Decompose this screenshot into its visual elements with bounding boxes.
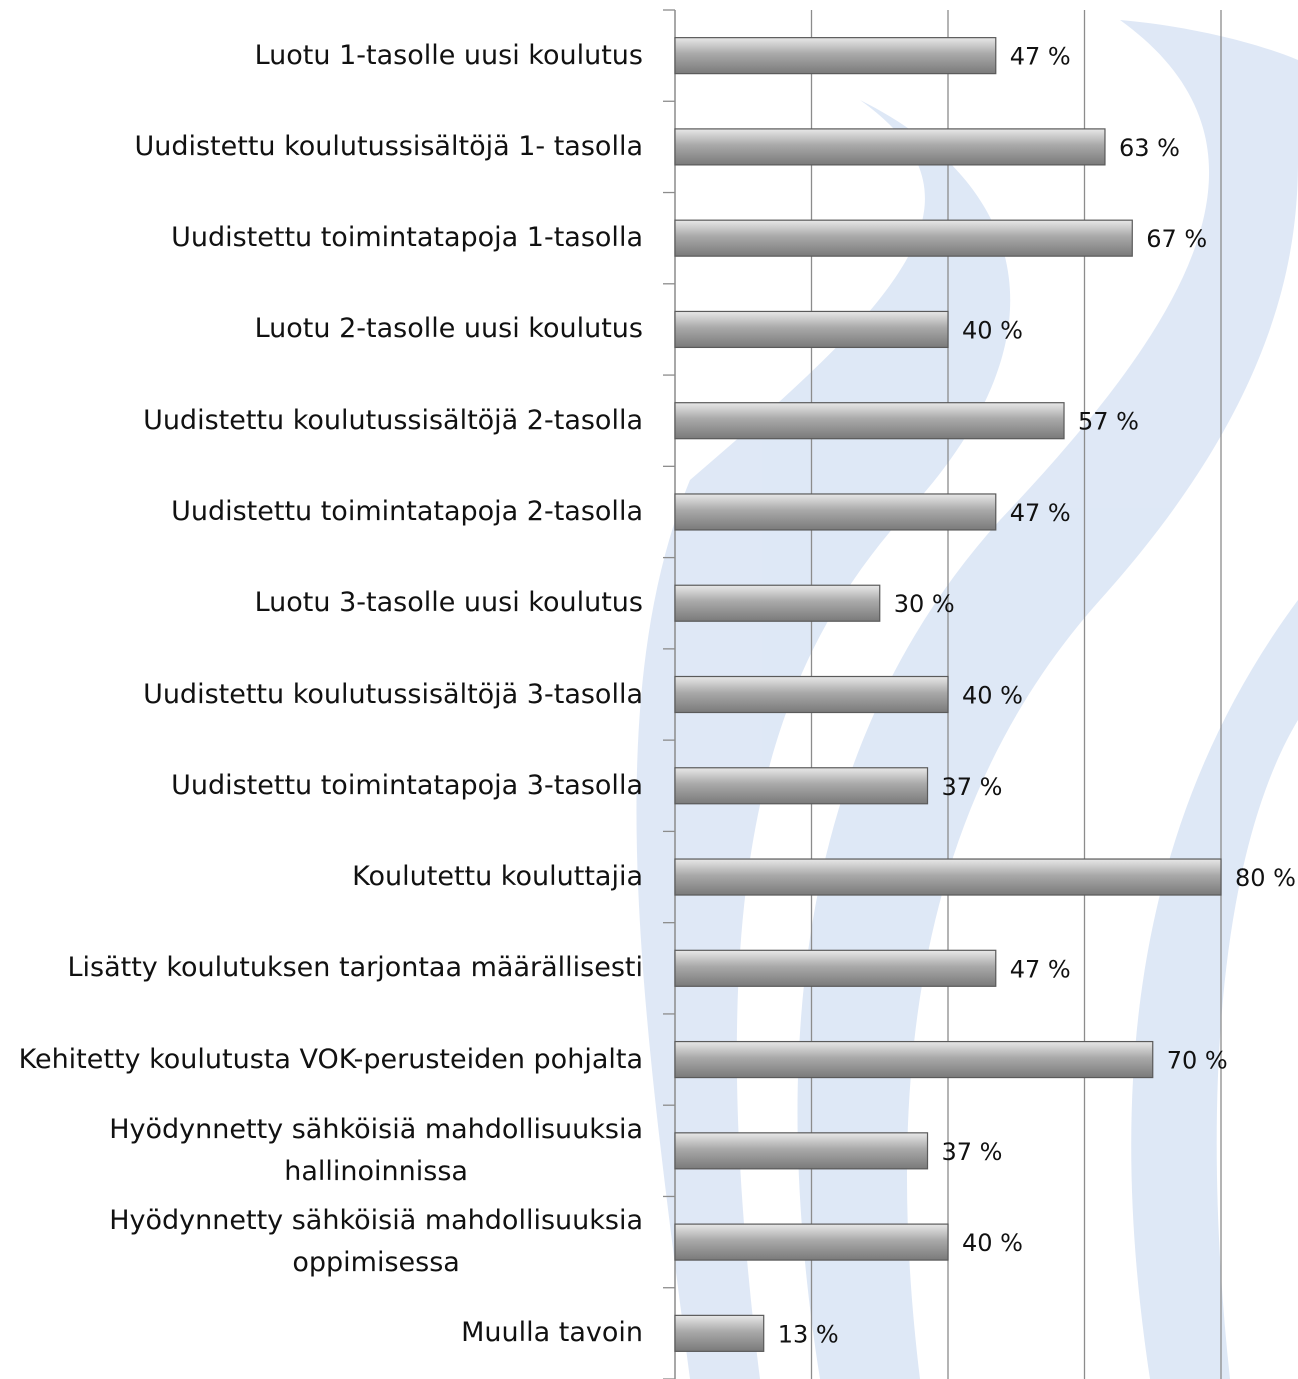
y-tick-label: Uudistettu toimintatapoja 1-tasolla [171,217,643,259]
chart: 47 % 63 % 67 % 40 % 57 % 47 % 30 % 40 % 37 % 80 %… [0,0,1298,1379]
y-tick-label: Kehitetty koulutusta VOK-perusteiden poh… [19,1039,643,1081]
value-label: 80 % [1235,864,1296,892]
y-tick-label: Uudistettu koulutussisältöjä 1- tasolla [134,126,643,168]
y-tick-label: Luotu 2-tasolle uusi koulutus [255,308,643,350]
y-tick-label: Uudistettu koulutussisältöjä 2-tasolla [143,400,643,442]
y-tick-label: Muulla tavoin [461,1312,643,1354]
y-tick-label: Uudistettu toimintatapoja 3-tasolla [171,765,643,807]
bar [675,1133,928,1169]
bar [675,585,880,621]
bar [675,129,1105,165]
value-label: 47 % [1010,43,1071,71]
bar [675,220,1132,256]
bar [675,1224,948,1260]
value-label: 40 % [962,1229,1023,1257]
y-tick-label: Luotu 1-tasolle uusi koulutus [255,35,643,77]
value-label: 63 % [1119,134,1180,162]
value-label: 67 % [1146,225,1207,253]
bar [675,311,948,347]
value-label: 57 % [1078,408,1139,436]
value-label: 40 % [962,316,1023,344]
y-tick-label: Hyödynnetty sähköisiä mahdollisuuksia op… [109,1200,643,1284]
value-label: 13 % [778,1320,839,1348]
bar [675,403,1064,439]
y-tick-label: Koulutettu kouluttajia [352,856,643,898]
bar [675,768,928,804]
y-tick-label: Uudistettu toimintatapoja 2-tasolla [171,491,643,533]
value-label: 47 % [1010,499,1071,527]
value-label: 40 % [962,682,1023,710]
bar [675,494,996,530]
value-label: 30 % [894,590,955,618]
y-tick-label: Hyödynnetty sähköisiä mahdollisuuksia ha… [109,1109,643,1193]
bar [675,1315,764,1351]
y-tick-label: Luotu 3-tasolle uusi koulutus [255,582,643,624]
bar [675,38,996,74]
value-label: 37 % [942,1138,1003,1166]
value-label: 47 % [1010,955,1071,983]
bar [675,859,1221,895]
y-tick-label: Uudistettu koulutussisältöjä 3-tasolla [143,674,643,716]
value-label: 37 % [942,773,1003,801]
bar [675,677,948,713]
y-tick-label: Lisätty koulutuksen tarjontaa määrällise… [67,947,643,989]
bar [675,950,996,986]
bar [675,1042,1153,1078]
value-label: 70 % [1167,1047,1228,1075]
